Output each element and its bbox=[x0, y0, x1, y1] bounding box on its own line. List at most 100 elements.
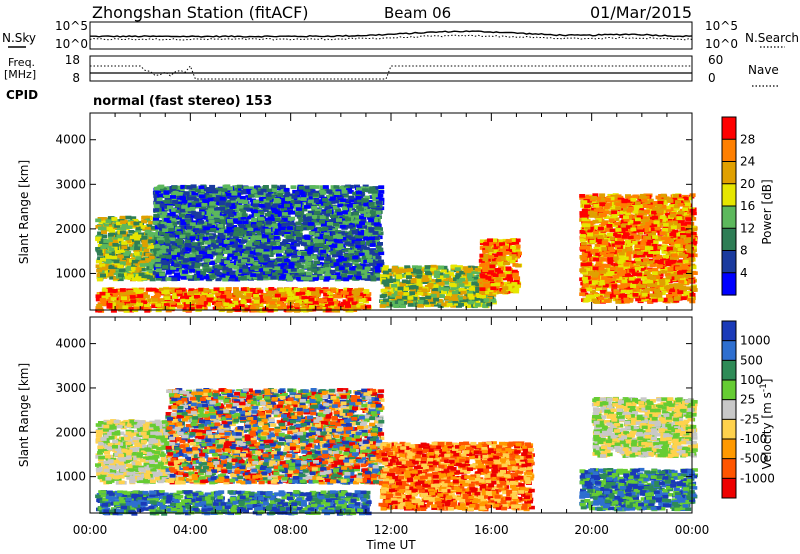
scatter-cell bbox=[366, 259, 373, 263]
scatter-cell bbox=[220, 299, 227, 304]
scatter-cell bbox=[189, 224, 196, 228]
scatter-cell bbox=[123, 252, 130, 257]
scatter-cell bbox=[148, 269, 155, 274]
scatter-cell bbox=[167, 299, 174, 304]
scatter-cell bbox=[188, 307, 195, 311]
scatter-cell bbox=[113, 263, 120, 268]
scatter-cell bbox=[201, 291, 208, 296]
scatter-cell bbox=[345, 304, 351, 308]
scatter-cell bbox=[269, 230, 276, 235]
scatter-cell bbox=[333, 185, 340, 189]
scatter-cell bbox=[290, 185, 297, 189]
scatter-cell bbox=[161, 211, 168, 216]
scatter-cell bbox=[333, 262, 340, 266]
scatter-cell bbox=[377, 248, 384, 252]
scatter-cell bbox=[111, 246, 118, 251]
scatter-cell bbox=[351, 301, 358, 305]
scatter-cell bbox=[137, 294, 144, 298]
scatter-cell bbox=[304, 217, 311, 222]
scatter-cell bbox=[305, 263, 312, 268]
scatter-cell bbox=[253, 305, 260, 309]
scatter-cell bbox=[244, 288, 251, 292]
scatter-cell bbox=[139, 263, 146, 267]
scatter-cell bbox=[190, 191, 197, 196]
scatter-cell bbox=[233, 297, 239, 301]
scatter-cell bbox=[343, 277, 350, 282]
scatter-cell bbox=[98, 226, 104, 231]
noise-left-tick-bottom: 10^0 bbox=[55, 37, 88, 51]
scatter-cell bbox=[307, 211, 314, 215]
scatter-cell bbox=[338, 266, 345, 271]
scatter-cell bbox=[103, 264, 110, 268]
scatter-cell bbox=[144, 226, 151, 231]
scatter-cell bbox=[364, 263, 371, 268]
scatter-cell bbox=[107, 236, 114, 241]
scatter-cell bbox=[237, 199, 244, 203]
scatter-cell bbox=[101, 288, 108, 293]
scatter-cell bbox=[155, 298, 162, 303]
scatter-cell bbox=[215, 248, 222, 253]
scatter-cell bbox=[124, 254, 130, 259]
scatter-cell bbox=[240, 275, 247, 280]
scatter-cell bbox=[242, 220, 249, 225]
scatter-cell bbox=[227, 263, 234, 267]
scatter-cell bbox=[345, 263, 352, 268]
scatter-cell bbox=[101, 230, 107, 234]
scatter-cell bbox=[173, 263, 180, 268]
scatter-cell bbox=[300, 276, 307, 281]
scatter-cell bbox=[155, 263, 162, 268]
scatter-cell bbox=[208, 219, 215, 224]
scatter-cell bbox=[374, 225, 381, 229]
scatter-cell bbox=[236, 201, 243, 205]
scatter-cell bbox=[216, 255, 223, 259]
scatter-cell bbox=[135, 267, 142, 271]
scatter-cell bbox=[235, 302, 242, 307]
scatter-cell bbox=[148, 245, 155, 249]
scatter-cell bbox=[286, 235, 293, 239]
scatter-cell bbox=[294, 203, 301, 208]
scatter-cell bbox=[219, 206, 225, 211]
scatter-cell bbox=[146, 236, 153, 241]
scatter-cell bbox=[107, 245, 114, 249]
scatter-cell bbox=[323, 288, 330, 293]
scatter-cell bbox=[235, 195, 242, 200]
scatter-cell bbox=[165, 229, 172, 233]
scatter-cell bbox=[181, 264, 188, 269]
scatter-cell bbox=[262, 254, 269, 259]
freq-tick-top: 18 bbox=[65, 53, 80, 67]
scatter-cell bbox=[293, 295, 299, 300]
scatter-cell bbox=[198, 194, 205, 199]
scatter-cell bbox=[226, 250, 233, 254]
scatter-cell bbox=[104, 247, 111, 252]
scatter-cell bbox=[144, 229, 151, 234]
scatter-cell bbox=[324, 254, 331, 259]
scatter-cell bbox=[228, 213, 234, 218]
scatter-cell bbox=[100, 302, 107, 307]
scatter-cell bbox=[341, 190, 348, 194]
scatter-cell bbox=[212, 189, 218, 194]
scatter-cell bbox=[285, 287, 292, 292]
scatter-cell bbox=[225, 287, 232, 291]
scatter-cell bbox=[348, 249, 355, 254]
scatter-cell bbox=[303, 192, 310, 197]
scatter-cell bbox=[330, 288, 337, 293]
scatter-cell bbox=[139, 260, 146, 264]
scatter-cell bbox=[109, 269, 116, 273]
scatter-cell bbox=[137, 302, 144, 307]
scatter-cell bbox=[251, 217, 258, 222]
scatter-cell bbox=[267, 308, 274, 313]
scatter-cell bbox=[207, 242, 214, 247]
scatter-cell bbox=[125, 303, 132, 308]
scatter-cell bbox=[143, 262, 150, 267]
scatter-cell bbox=[125, 215, 132, 220]
scatter-cell bbox=[157, 193, 163, 198]
scatter-cell bbox=[266, 263, 273, 268]
scatter-cell bbox=[294, 200, 301, 204]
scatter-cell bbox=[177, 258, 184, 262]
scatter-cell bbox=[134, 246, 141, 251]
scatter-cell bbox=[224, 229, 231, 234]
scatter-cell bbox=[99, 298, 106, 302]
scatter-cell bbox=[218, 297, 224, 302]
scatter-cell bbox=[180, 221, 187, 226]
scatter-cell bbox=[313, 185, 320, 189]
